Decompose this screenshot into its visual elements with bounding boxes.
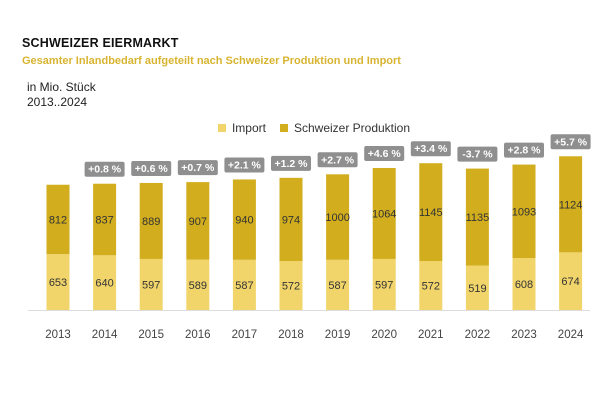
bar-swiss-2016 [186,182,210,260]
growth-badge-2017 [224,157,265,173]
chart-subtitle: Gesamter Inlandbedarf aufgeteilt nach Sc… [22,55,401,67]
value-label-swiss-2024: 1124 [559,199,583,211]
legend-swatch-swiss [279,124,288,132]
x-tick-2023: 2023 [511,329,537,341]
bar-import-2022 [465,265,489,310]
bar-swiss-2019 [326,174,350,260]
growth-label-2024: +5.7 % [554,136,588,148]
growth-badge-2015 [131,160,172,176]
growth-badge-2021 [410,141,451,157]
bar-swiss-2024 [559,156,583,253]
legend-swatch-import [217,124,226,132]
x-tick-2022: 2022 [465,329,491,341]
bar-swiss-2013 [46,184,70,255]
value-label-import-2018: 572 [282,281,300,293]
bar-swiss-2023 [512,164,536,259]
bar-import-2014 [93,255,117,310]
value-label-import-2014: 640 [95,278,113,290]
growth-badge-2016 [177,160,218,176]
growth-label-2015: +0.6 % [135,163,169,175]
legend-item-import: Import [217,121,266,135]
legend-label-swiss: Schweizer Produktion [293,121,411,135]
growth-label-2021: +3.4 % [414,143,448,155]
bar-import-2024 [559,252,583,310]
growth-label-2019: +2.7 % [321,154,355,166]
x-tick-2021: 2021 [418,329,444,341]
bar-swiss-2017 [232,179,256,260]
growth-label-2023: +2.8 % [508,145,542,157]
bar-swiss-2018 [279,177,303,262]
growth-badge-2023 [504,142,544,158]
growth-badge-2019 [317,152,358,168]
value-label-import-2016: 589 [189,280,207,292]
value-label-swiss-2018: 974 [282,214,300,226]
growth-badge-2018 [271,155,311,171]
value-label-swiss-2013: 812 [49,214,67,226]
value-label-import-2024: 674 [561,276,579,288]
value-label-swiss-2023: 1093 [512,206,536,218]
bar-swiss-2021 [419,163,443,262]
value-label-import-2019: 587 [328,280,346,292]
value-label-swiss-2014: 837 [95,214,113,226]
growth-label-2020: +4.6 % [368,148,402,160]
x-tick-2015: 2015 [138,329,164,341]
value-label-swiss-2016: 907 [189,216,207,228]
x-tick-2016: 2016 [185,329,211,341]
value-label-import-2021: 572 [422,281,440,293]
bar-import-2017 [232,259,256,310]
bar-import-2016 [186,259,210,310]
value-label-swiss-2020: 1064 [372,208,396,220]
legend: Import Schweizer Produktion [0,121,606,135]
bar-import-2020 [372,258,396,310]
value-label-import-2013: 653 [49,277,67,289]
x-tick-2018: 2018 [278,329,304,341]
chart-title: SCHWEIZER EIERMARKT [22,36,179,50]
legend-label-import: Import [231,121,266,135]
value-label-import-2020: 597 [375,279,393,291]
bar-import-2018 [279,261,303,310]
x-tick-2013: 2013 [45,329,71,341]
growth-label-2018: +1.2 % [275,158,309,170]
value-label-import-2017: 587 [235,280,253,292]
legend-item-swiss: Schweizer Produktion [279,121,411,135]
growth-badge-2014 [84,161,125,177]
x-tick-2020: 2020 [371,329,397,341]
x-tick-2024: 2024 [558,329,584,341]
value-label-import-2022: 519 [468,283,486,295]
unit-label: in Mio. Stück [27,80,96,94]
bar-swiss-2015 [139,182,163,259]
growth-label-2017: +2.1 % [228,159,262,171]
value-label-swiss-2017: 940 [235,215,253,227]
value-label-swiss-2022: 1135 [466,212,490,224]
bar-swiss-2020 [372,167,396,259]
value-label-swiss-2019: 1000 [325,212,349,224]
growth-label-2014: +0.8 % [88,164,122,176]
bar-import-2015 [139,258,163,310]
bar-import-2021 [419,261,443,310]
x-tick-2019: 2019 [325,329,351,341]
x-tick-2014: 2014 [92,329,118,341]
growth-badge-2024 [550,134,591,150]
growth-label-2016: +0.7 % [181,162,215,174]
range-label: 2013..2024 [27,95,88,109]
value-label-swiss-2015: 889 [142,216,160,228]
value-label-import-2015: 597 [142,279,160,291]
bar-swiss-2022 [465,168,489,266]
bar-swiss-2014 [93,183,117,256]
growth-badge-2022 [457,146,498,162]
bar-import-2023 [512,258,536,310]
value-label-import-2023: 608 [515,279,533,291]
x-tick-2017: 2017 [232,329,258,341]
value-label-swiss-2021: 1145 [419,207,443,219]
growth-badge-2020 [364,145,405,161]
bar-import-2019 [326,259,350,310]
growth-label-2022: -3.7 % [462,149,493,161]
bar-import-2013 [46,254,70,310]
